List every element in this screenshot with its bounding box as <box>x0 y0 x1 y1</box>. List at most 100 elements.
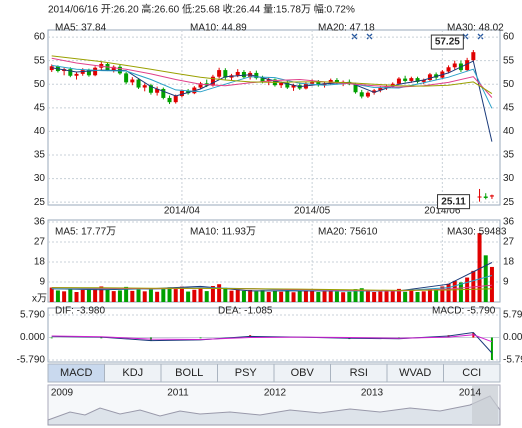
volume-bar <box>192 289 197 302</box>
tab[interactable]: CCI <box>443 363 501 383</box>
annotation: 57.25 <box>435 37 460 48</box>
legend-entry: MA30: 48.02 <box>447 23 504 34</box>
y-tick-label: 27 <box>34 237 46 248</box>
tab[interactable]: WVAD <box>386 363 444 383</box>
candle-body <box>124 73 129 83</box>
y-tick-label-right: 30 <box>503 173 515 184</box>
volume-bar <box>452 280 457 302</box>
macd-panel <box>47 307 501 363</box>
volume-bar <box>161 288 166 302</box>
candle-body <box>254 72 259 79</box>
volume-bar <box>155 291 160 302</box>
legend-entry: MA5: 17.77万 <box>55 227 116 238</box>
y-tick-label-right: 36 <box>503 217 515 228</box>
tab[interactable]: MACD <box>47 363 105 383</box>
volume-bar <box>458 282 463 302</box>
volume-bar <box>241 290 246 302</box>
candle-body <box>396 78 401 84</box>
volume-bar <box>334 291 339 302</box>
tab-button[interactable] <box>443 363 501 383</box>
y-tick-label: 40 <box>34 126 46 137</box>
annotation-box <box>437 194 471 210</box>
ma-line <box>51 60 493 142</box>
volume-bar <box>74 292 79 302</box>
y-tick-label-right: 18 <box>503 257 515 268</box>
candle-body <box>483 196 488 198</box>
tab-label[interactable]: RSI <box>350 367 368 379</box>
tab-label[interactable]: OBV <box>291 367 315 379</box>
tab-label[interactable]: CCI <box>462 367 481 379</box>
candle-body <box>365 92 370 97</box>
volume-bar <box>421 291 426 302</box>
volume-bar <box>93 288 98 302</box>
candle-body <box>68 69 73 76</box>
volume-bar <box>229 290 234 302</box>
volume-bar <box>446 283 451 302</box>
volume-bar <box>403 291 408 302</box>
candle-body <box>285 82 290 88</box>
y-tick-label-right: 5.790 <box>503 310 522 321</box>
volume-bar <box>279 291 284 302</box>
volume-bar <box>365 291 370 302</box>
candle-body <box>279 82 284 86</box>
candle-body <box>291 85 296 88</box>
volume-bar <box>136 289 141 302</box>
year-label: 2014 <box>459 388 482 399</box>
candle-body <box>235 71 240 76</box>
candle-body <box>111 66 116 71</box>
volume-bar <box>297 291 302 302</box>
y-tick-label-right: 9 <box>503 277 509 288</box>
tab-label[interactable]: KDJ <box>122 367 143 379</box>
volume-bar <box>483 255 488 302</box>
price-panel <box>47 29 501 206</box>
candle-body <box>260 78 265 82</box>
volume-bar <box>390 290 395 302</box>
y-axis-label: x万 <box>32 294 47 305</box>
y-tick-label: 5.790 <box>20 310 45 321</box>
y-tick-label-right: 27 <box>503 237 515 248</box>
year-label: 2009 <box>51 388 74 399</box>
tab[interactable]: BOLL <box>160 363 218 383</box>
annotation-box <box>430 34 464 50</box>
volume-bar <box>173 289 178 302</box>
legend-entry: DIF: -3.980 <box>55 306 105 317</box>
candle-body <box>316 81 321 86</box>
y-tick-label: 35 <box>34 150 46 161</box>
candle-body <box>86 70 91 76</box>
ma-line <box>51 262 493 292</box>
legend-entry: MACD: -5.790 <box>432 306 496 317</box>
candle-body <box>403 78 408 81</box>
volume-bar <box>310 289 315 302</box>
tab[interactable]: RSI <box>330 363 388 383</box>
legend-entry: MA20: 75610 <box>318 227 378 238</box>
x-tick-label: 2014/05 <box>294 206 331 217</box>
candle-body <box>465 60 470 71</box>
candle-body <box>130 79 135 83</box>
tab-label[interactable]: PSY <box>235 367 258 379</box>
candle-body <box>179 90 184 97</box>
y-tick-label: 50 <box>34 79 46 90</box>
volume-bar <box>353 289 358 302</box>
tab[interactable]: KDJ <box>104 363 162 383</box>
volume-bar <box>254 291 259 302</box>
candle-body <box>353 84 358 93</box>
candle-body <box>477 196 482 198</box>
candle-body <box>452 63 457 68</box>
ma-line <box>51 55 493 95</box>
tab[interactable]: OBV <box>273 363 331 383</box>
candle-body <box>161 88 166 98</box>
volume-bar <box>384 291 389 302</box>
y-tick-label: 25 <box>34 197 46 208</box>
volume-bar <box>248 290 253 302</box>
tab-label[interactable]: MACD <box>60 367 92 379</box>
candle-body <box>155 88 160 93</box>
y-tick-label: 0.000 <box>20 332 45 343</box>
year-label: 2011 <box>167 388 189 399</box>
tab[interactable]: PSY <box>217 363 275 383</box>
volume-bar <box>235 289 240 302</box>
tab-label[interactable]: BOLL <box>175 367 203 379</box>
legend-entry: MA10: 11.93万 <box>190 227 256 238</box>
legend-entry: MA30: 59483 <box>447 227 507 238</box>
tab-label[interactable]: WVAD <box>399 367 431 379</box>
navigator-window[interactable] <box>472 385 498 425</box>
